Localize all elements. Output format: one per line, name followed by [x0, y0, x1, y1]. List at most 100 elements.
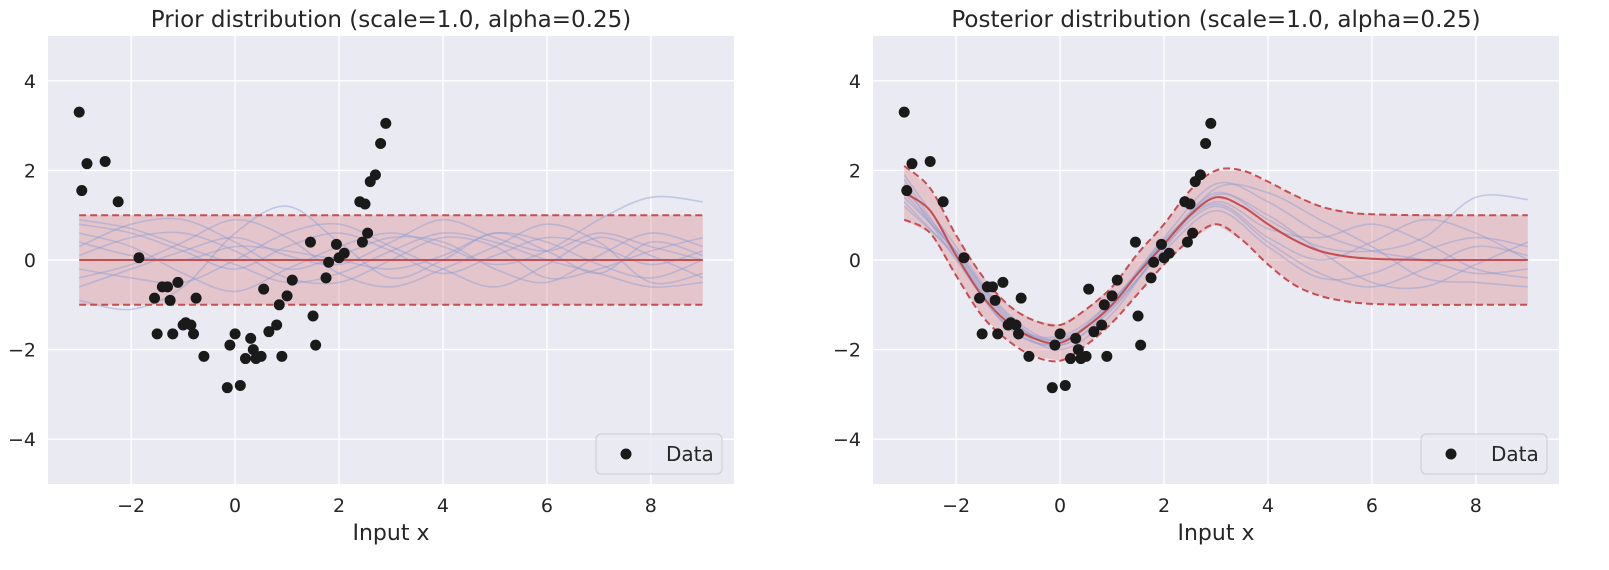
prior-data-point	[162, 281, 174, 293]
prior-data-point	[99, 155, 111, 167]
prior-data-point	[245, 332, 257, 344]
posterior-chart: Posterior distribution (scale=1.0, alpha…	[833, 7, 1559, 546]
posterior-x-tick-label: 8	[1470, 495, 1482, 517]
posterior-data-point	[976, 328, 988, 340]
posterior-legend-box	[1420, 433, 1548, 475]
posterior-chart-title: Posterior distribution (scale=1.0, alpha…	[951, 7, 1480, 33]
prior-data-point	[76, 185, 88, 197]
posterior-data-point	[1049, 339, 1061, 351]
prior-data-point	[304, 236, 316, 248]
prior-data-point	[81, 158, 93, 170]
posterior-x-tick-label: 6	[1366, 495, 1378, 517]
posterior-data-point	[1135, 339, 1147, 351]
posterior-data-point	[1088, 326, 1100, 338]
posterior-data-point	[974, 292, 986, 304]
posterior-y-tick-label: −2	[833, 340, 861, 362]
prior-sample-line	[78, 217, 704, 284]
posterior-sample-line	[903, 183, 1528, 346]
prior-data-point	[356, 236, 368, 248]
prior-data-point	[73, 106, 85, 118]
prior-data-point	[190, 292, 202, 304]
prior-chart-xlabel: Input x	[353, 521, 430, 546]
posterior-data-point	[924, 155, 936, 167]
posterior-sample-line	[903, 200, 1528, 341]
posterior-data-point	[1148, 256, 1160, 268]
prior-data-point	[362, 227, 374, 239]
posterior-data-point	[1155, 238, 1167, 250]
prior-x-tick-label: 6	[541, 495, 553, 517]
prior-sample-line	[79, 205, 704, 311]
prior-data-point	[273, 299, 285, 311]
posterior-data-point	[1106, 290, 1118, 302]
prior-data-point	[338, 247, 350, 259]
posterior-data-point	[1072, 344, 1084, 356]
prior-sample-line	[79, 218, 703, 288]
posterior-legend-marker	[1445, 448, 1457, 460]
posterior-sample-line	[903, 183, 1528, 347]
prior-data-point	[172, 276, 184, 288]
posterior-mean-line	[903, 191, 1528, 345]
posterior-x-tick-label: 4	[1262, 495, 1274, 517]
posterior-data-point	[1064, 353, 1076, 365]
prior-data-point	[281, 290, 293, 302]
posterior-data-point	[901, 185, 913, 197]
prior-data-point	[375, 138, 387, 150]
posterior-x-tick-label: 0	[1054, 495, 1066, 517]
prior-chart-title: Prior distribution (scale=1.0, alpha=0.2…	[151, 7, 631, 33]
prior-x-tick-label: 8	[645, 495, 657, 517]
prior-data-point	[221, 382, 233, 394]
prior-data-point	[310, 339, 322, 351]
posterior-data-point	[1070, 332, 1082, 344]
prior-data-point	[188, 328, 200, 340]
posterior-data-point	[1145, 272, 1157, 284]
prior-data-point	[185, 319, 197, 331]
posterior-x-tick-label: −2	[942, 495, 970, 517]
prior-data-point	[149, 292, 161, 304]
posterior-data-point	[1132, 310, 1144, 322]
prior-y-tick-label: 4	[24, 71, 36, 93]
posterior-data-point	[1129, 236, 1141, 248]
prior-data-point	[286, 274, 298, 286]
prior-data-point	[247, 344, 259, 356]
prior-data-point	[323, 256, 335, 268]
prior-data-point	[229, 328, 241, 340]
prior-sample-line	[79, 223, 704, 275]
prior-data-point	[320, 272, 332, 284]
posterior-data-point	[1200, 138, 1212, 150]
posterior-data-point	[1096, 319, 1108, 331]
posterior-data-point	[1054, 328, 1066, 340]
prior-data-point	[112, 196, 124, 208]
posterior-data-point	[1023, 350, 1035, 362]
posterior-sample-line	[903, 192, 1529, 351]
posterior-data-point	[1111, 274, 1123, 286]
prior-legend: Data	[595, 433, 723, 475]
prior-data-point	[198, 350, 210, 362]
posterior-legend-label: Data	[1491, 442, 1539, 466]
prior-data-point	[380, 117, 392, 129]
posterior-sample-line	[903, 174, 1528, 342]
posterior-data-point	[1083, 283, 1095, 295]
posterior-data-point	[1205, 117, 1217, 129]
prior-data-point	[276, 350, 288, 362]
posterior-data-point	[1187, 227, 1199, 239]
prior-legend-label: Data	[666, 442, 714, 466]
prior-y-tick-label: −2	[8, 340, 36, 362]
posterior-data-point	[1013, 328, 1025, 340]
prior-legend-box	[595, 433, 723, 475]
prior-data-point	[263, 326, 275, 338]
posterior-legend: Data	[1420, 433, 1548, 475]
posterior-data-point	[937, 196, 949, 208]
posterior-data-point	[1163, 247, 1175, 259]
prior-data-point	[133, 252, 145, 264]
posterior-y-tick-label: 0	[849, 250, 861, 272]
posterior-data-point	[906, 158, 918, 170]
prior-data-point	[271, 319, 283, 331]
prior-data-point	[164, 294, 176, 306]
posterior-x-tick-label: 2	[1158, 495, 1170, 517]
prior-chart: Prior distribution (scale=1.0, alpha=0.2…	[8, 7, 734, 546]
posterior-data-point	[1098, 299, 1110, 311]
posterior-sample-line	[903, 191, 1528, 342]
prior-sample-line	[78, 195, 703, 293]
prior-y-tick-label: 2	[24, 160, 36, 182]
